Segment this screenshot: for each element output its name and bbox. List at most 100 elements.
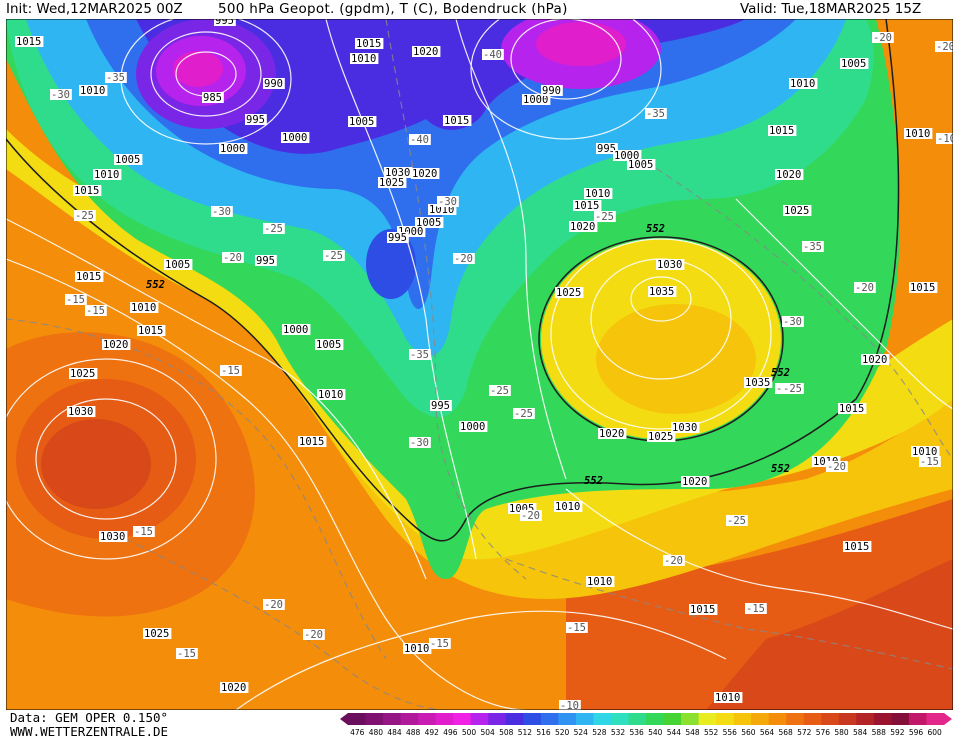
isobar-label-bg — [613, 150, 642, 161]
legend-swatch — [348, 713, 367, 725]
isobar-label: 1010 — [584, 188, 613, 200]
isotherm-label: -20 — [663, 555, 685, 567]
isotherm-label: -25 — [263, 223, 285, 235]
isobar-label-text: 1035 — [745, 377, 770, 389]
legend-swatch — [435, 713, 454, 725]
legend-level-label: 584 — [853, 728, 868, 737]
isobar-label-bg — [671, 422, 700, 433]
isotherm-label-text: -25 — [783, 383, 802, 395]
isobar-label: 1005 — [114, 154, 143, 166]
legend-swatch — [628, 713, 647, 725]
isobar-label-text: 1015 — [769, 125, 794, 137]
legend-level-label: 564 — [760, 728, 775, 737]
isobar-label: 1010 — [911, 446, 940, 458]
legend-swatch — [716, 713, 735, 725]
isotherm-label-bg — [663, 555, 685, 566]
isobar-label: 1025 — [783, 205, 812, 217]
isobar-label-text: 1015 — [74, 185, 99, 197]
legend-level-label: 592 — [890, 728, 905, 737]
legend-level-label: 572 — [797, 728, 812, 737]
isobar-label-bg — [656, 259, 685, 270]
isobar-label-bg — [415, 217, 444, 228]
isotherm-label-bg — [133, 526, 155, 537]
isobar-label: 1025 — [378, 177, 407, 189]
isobar-label-text: 1020 — [412, 168, 437, 180]
legend-swatch — [908, 713, 927, 725]
isobar-label-bg — [838, 403, 867, 414]
isotherm-label-text: -20 — [264, 599, 283, 611]
isotherm-label-text: -25 — [324, 250, 343, 262]
legend-level-label: 516 — [536, 728, 551, 737]
weather-map: 995 1015 1015 1020 1010 1010 990 985 995 1000 990 1… — [6, 19, 953, 710]
isobar-label-text: 1000 — [220, 143, 245, 155]
isotherm-label: -20 — [222, 252, 244, 264]
isobar-label-bg — [315, 339, 344, 350]
isobar-label-text: 1005 — [841, 58, 866, 70]
isobar-label-text: 1030 — [657, 259, 682, 271]
legend-level-label: 568 — [779, 728, 794, 737]
isotherm-label-text: -15 — [567, 622, 586, 634]
isobar-label: 1015 — [73, 185, 102, 197]
isobar-label-bg — [411, 168, 440, 179]
isobar-label: 1035 — [744, 377, 773, 389]
isobar-label-text: 1020 — [221, 682, 246, 694]
isobar-label-bg — [137, 325, 166, 336]
isobar-label: 1015 — [443, 115, 472, 127]
isobar-label-text: 1000 — [460, 421, 485, 433]
isobar-label: 1030 — [384, 167, 413, 179]
isobar-label: 1010 — [350, 53, 379, 65]
isobar-label-bg — [348, 116, 377, 127]
isobar-label-bg — [403, 643, 432, 654]
isobar-label-text: 1015 — [76, 271, 101, 283]
isobar-label-text: 1015 — [910, 282, 935, 294]
isotherm-label-text: -35 — [803, 241, 822, 253]
isobar-label-text: 1015 — [839, 403, 864, 415]
isotherm-label-bg — [594, 211, 616, 222]
geopotential-label: 552 — [771, 367, 790, 379]
isobar-label-bg — [255, 255, 277, 266]
isobar-label-text: 1020 — [776, 169, 801, 181]
isobar-label: 1010 — [904, 128, 933, 140]
legend-swatch — [593, 713, 612, 725]
isobar-label: 1010 — [789, 78, 818, 90]
legend-swatch — [786, 713, 805, 725]
isobar-label-bg — [202, 92, 224, 103]
isotherm-label-text: -15 — [66, 294, 85, 306]
isobar-label-bg — [67, 406, 96, 417]
isobar-label-text: 1005 — [115, 154, 140, 166]
isotherm-label: -15 — [133, 526, 155, 538]
isobar-label-bg — [555, 287, 584, 298]
isotherm-label: -15 — [919, 456, 941, 468]
isotherm-label: -20 — [263, 599, 285, 611]
isobar-label-bg — [522, 94, 551, 105]
isobar-label-text: 1010 — [555, 501, 580, 513]
isotherm-label-text: -25 — [727, 515, 746, 527]
legend-arrow-left — [340, 713, 348, 725]
isobar-label-text: 1030 — [68, 406, 93, 418]
legend-swatch — [383, 713, 402, 725]
isotherm-label-bg — [74, 210, 96, 221]
isotherm-label: -30 — [409, 437, 431, 449]
isobar-label-bg — [412, 46, 441, 57]
isobar-label: 1020 — [775, 169, 804, 181]
geopotential-label: 552 — [646, 223, 665, 235]
isobar-label: 995 — [430, 400, 452, 412]
legend-level-label: 580 — [834, 728, 849, 737]
isotherm-label-bg — [936, 133, 953, 144]
isotherm-label: -20 — [453, 253, 475, 265]
legend-swatch — [575, 713, 594, 725]
isotherm-label-text: -30 — [438, 196, 457, 208]
temperature-labels: -35 -30 -40 -35 -20 -40 -30 -25 -25 -20 -25 -25 -20 -… — [50, 32, 953, 710]
isobar-label-text: 1010 — [912, 446, 937, 458]
isobar-label-text: 1010 — [404, 643, 429, 655]
isobar-label-text: 1010 — [790, 78, 815, 90]
isobar-label-text: 1000 — [282, 132, 307, 144]
isobar-label: 1010 — [714, 692, 743, 704]
legend-level-label: 524 — [574, 728, 589, 737]
isobar-label-bg — [584, 188, 613, 199]
legend-swatch — [505, 713, 524, 725]
website-text: WWW.WETTERZENTRALE.DE — [10, 724, 169, 739]
isobar-label-bg — [689, 604, 718, 615]
legend-level-label: 520 — [555, 728, 570, 737]
